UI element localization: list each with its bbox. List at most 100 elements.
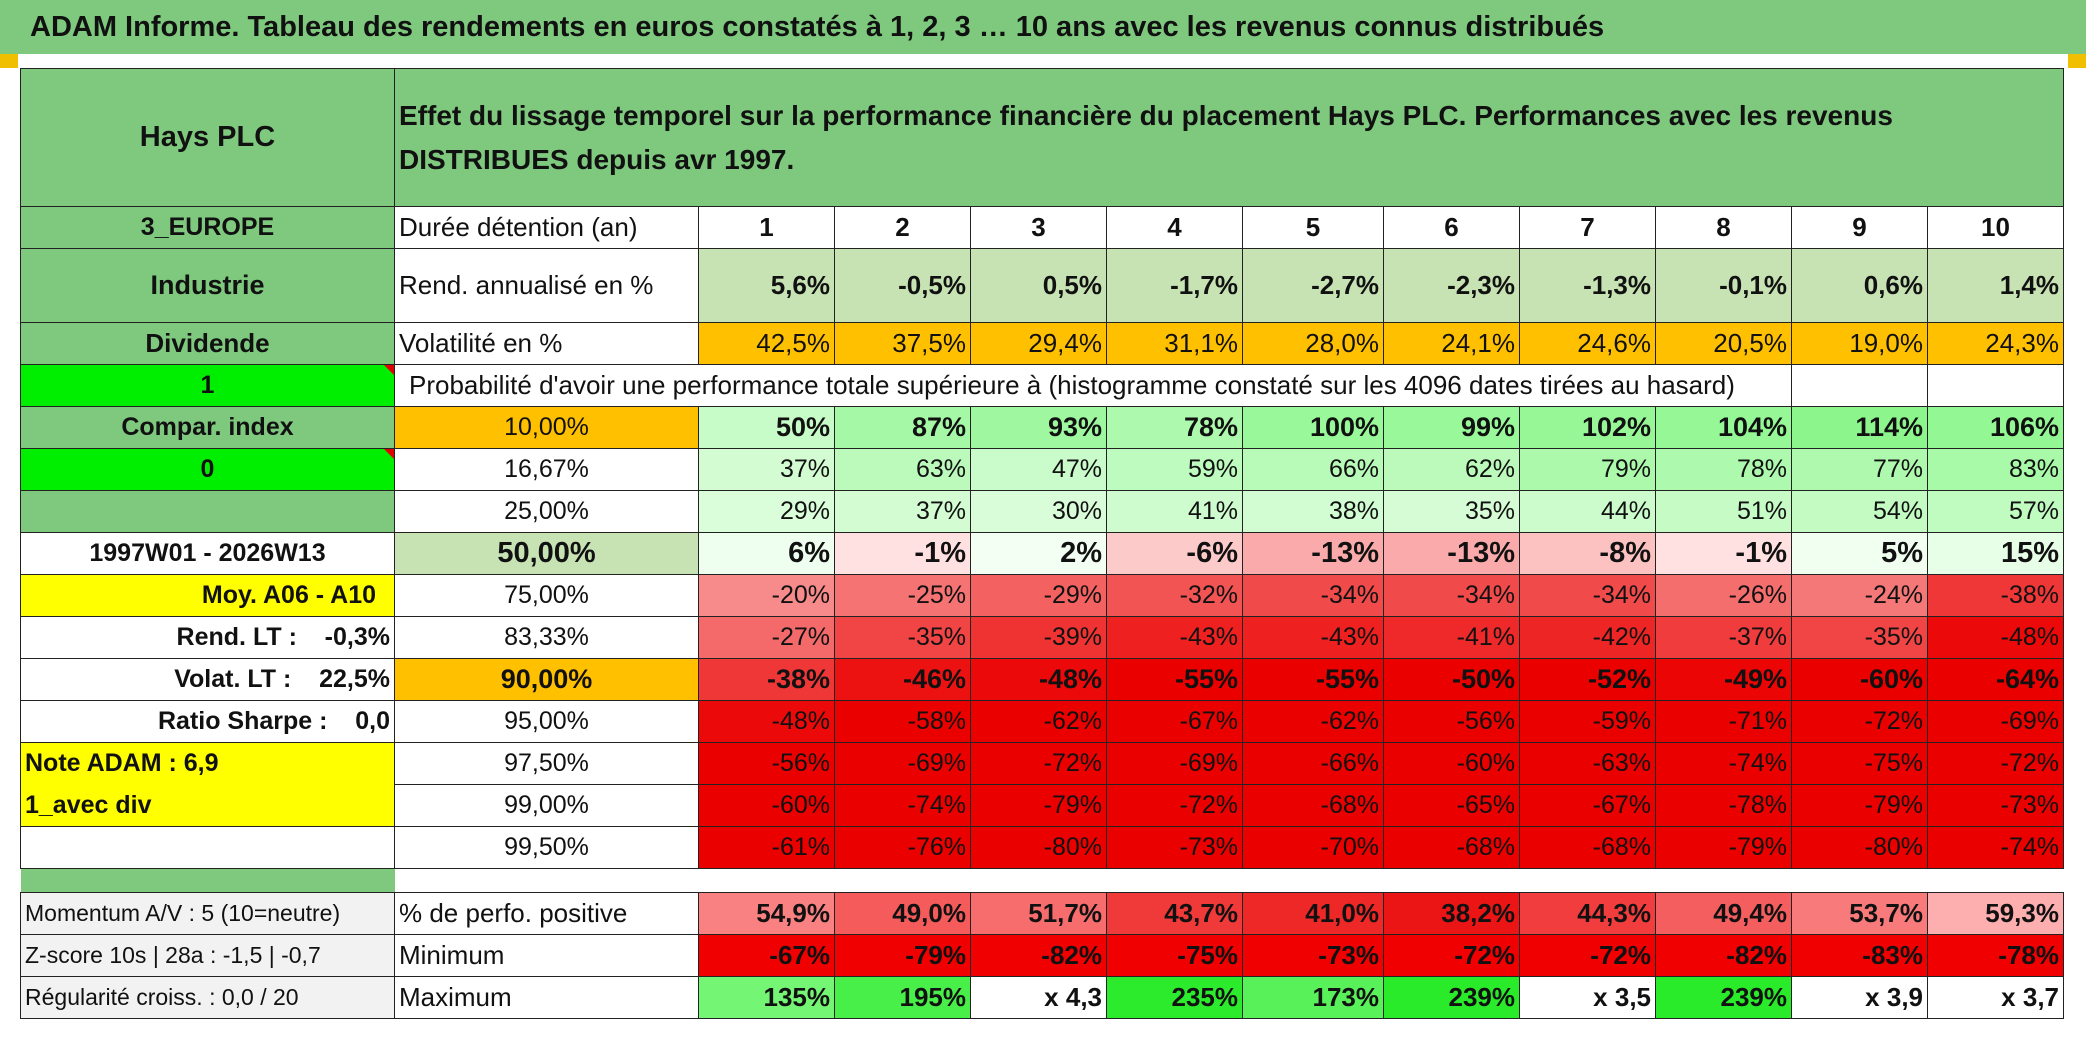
annual-return-value: -1,3% bbox=[1519, 248, 1656, 323]
minimum-label: Minimum bbox=[394, 934, 699, 977]
percentile-value: -72% bbox=[1106, 784, 1243, 827]
flag-value-0: 0 bbox=[20, 448, 395, 491]
percentile-value: -66% bbox=[1242, 742, 1384, 785]
percentile-value: 106% bbox=[1927, 406, 2064, 449]
adam-score: Note ADAM : 6,9 bbox=[20, 742, 395, 785]
volatility-value: 20,5% bbox=[1655, 322, 1792, 365]
percentile-value: -41% bbox=[1383, 616, 1520, 659]
percentile-value: -80% bbox=[1791, 826, 1928, 869]
percentile-value: -67% bbox=[1106, 700, 1243, 743]
annual-return-value: -2,3% bbox=[1383, 248, 1520, 323]
maximum-value: x 3,5 bbox=[1519, 976, 1656, 1019]
percentile-value: -38% bbox=[698, 658, 835, 701]
percentile-value: -58% bbox=[834, 700, 971, 743]
minimum-value: -73% bbox=[1242, 934, 1384, 977]
volatility-row: Dividende Volatilité en % 42,5% 37,5% 29,4% 3… bbox=[20, 322, 2064, 365]
percentile-value: 114% bbox=[1791, 406, 1928, 449]
percentile-value: -6% bbox=[1106, 532, 1243, 575]
annual-return-label: Rend. annualisé en % bbox=[394, 248, 699, 323]
percentile-value: -37% bbox=[1655, 616, 1792, 659]
percentile-row: Compar. index 10,00% 50% 87% 93% 78% 100% 99% 10… bbox=[20, 406, 2064, 449]
year-header: 6 bbox=[1383, 206, 1520, 249]
percentile-value: -74% bbox=[1655, 742, 1792, 785]
percentile-row: 25,00% 29% 37% 30% 41% 38% 35% 44% 51% 54% 57% bbox=[20, 490, 2064, 533]
maximum-value: 239% bbox=[1655, 976, 1792, 1019]
percentile-value: 62% bbox=[1383, 448, 1520, 491]
probability-header-row: 1 Probabilité d'avoir une performance tot… bbox=[20, 364, 2064, 407]
maximum-value: 173% bbox=[1242, 976, 1384, 1019]
percentile-value: -62% bbox=[1242, 700, 1384, 743]
zscore-label: Z-score 10s | 28a : -1,5 | -0,7 bbox=[20, 934, 395, 977]
percentile-value: -78% bbox=[1655, 784, 1792, 827]
maximum-value: 239% bbox=[1383, 976, 1520, 1019]
percentile-value: -55% bbox=[1106, 658, 1243, 701]
minimum-value: -67% bbox=[698, 934, 835, 977]
percentile-value: 78% bbox=[1106, 406, 1243, 449]
percentile-value: -67% bbox=[1519, 784, 1656, 827]
percentile-value: -48% bbox=[698, 700, 835, 743]
volatility-value: 24,3% bbox=[1927, 322, 2064, 365]
spacer-cell bbox=[395, 869, 2064, 893]
report-banner: ADAM Informe. Tableau des rendements en … bbox=[0, 0, 2086, 54]
percentile-value: -74% bbox=[834, 784, 971, 827]
income-label: Dividende bbox=[20, 322, 395, 365]
percentile-value: -43% bbox=[1242, 616, 1384, 659]
percentile-value: -60% bbox=[698, 784, 835, 827]
percentile-value: -72% bbox=[1927, 742, 2064, 785]
minimum-value: -82% bbox=[970, 934, 1107, 977]
percentile-value: -48% bbox=[970, 658, 1107, 701]
maximum-value: x 4,3 bbox=[970, 976, 1107, 1019]
positive-performance-value: 49,4% bbox=[1655, 892, 1792, 935]
percentile-value: 5% bbox=[1791, 532, 1928, 575]
average-label: Moy. A06 - A10 bbox=[20, 574, 395, 617]
year-header: 3 bbox=[970, 206, 1107, 249]
percentile-row: Ratio Sharpe : 0,0 95,00% -48% -58% -62% -67%… bbox=[20, 700, 2064, 743]
annual-return-value: -1,7% bbox=[1106, 248, 1243, 323]
volatility-value: 28,0% bbox=[1242, 322, 1384, 365]
year-header: 7 bbox=[1519, 206, 1656, 249]
period-label: 1997W01 - 2026W13 bbox=[20, 532, 395, 575]
percentile-value: 79% bbox=[1519, 448, 1656, 491]
dividend-mode: 1_avec div bbox=[20, 784, 395, 827]
volatility-label: Volatilité en % bbox=[394, 322, 699, 365]
positive-performance-value: 41,0% bbox=[1242, 892, 1384, 935]
percentile-value: -59% bbox=[1519, 700, 1656, 743]
volatility-value: 31,1% bbox=[1106, 322, 1243, 365]
percentile-value: -79% bbox=[1791, 784, 1928, 827]
percentile-value: -39% bbox=[970, 616, 1107, 659]
percentile-value: -71% bbox=[1655, 700, 1792, 743]
annual-return-value: 0,5% bbox=[970, 248, 1107, 323]
percentile-value: -68% bbox=[1519, 826, 1656, 869]
percentile-value: 37% bbox=[834, 490, 971, 533]
percentile-value: -25% bbox=[834, 574, 971, 617]
percentile-value: 44% bbox=[1519, 490, 1656, 533]
percentile-value: -63% bbox=[1519, 742, 1656, 785]
percentile-value: 57% bbox=[1927, 490, 2064, 533]
minimum-value: -72% bbox=[1383, 934, 1520, 977]
year-header: 1 bbox=[698, 206, 835, 249]
volatility-value: 29,4% bbox=[970, 322, 1107, 365]
percentile-value: 87% bbox=[834, 406, 971, 449]
percentile-row: Volat. LT : 22,5% 90,00% -38% -46% -48% -55% -… bbox=[20, 658, 2064, 701]
compar-index-label: Compar. index bbox=[20, 406, 395, 449]
maximum-row: Régularité croiss. : 0,0 / 20 Maximum 135%… bbox=[20, 976, 2064, 1019]
percentile-threshold: 99,00% bbox=[394, 784, 699, 827]
percentile-value: -46% bbox=[834, 658, 971, 701]
spacer-row bbox=[20, 868, 2064, 893]
percentile-value: -49% bbox=[1655, 658, 1792, 701]
percentile-value: 104% bbox=[1655, 406, 1792, 449]
percentile-value: 38% bbox=[1242, 490, 1384, 533]
percentile-threshold: 16,67% bbox=[394, 448, 699, 491]
percentile-value: -56% bbox=[698, 742, 835, 785]
percentile-value: -61% bbox=[698, 826, 835, 869]
probability-label: Probabilité d'avoir une performance tota… bbox=[394, 364, 1792, 407]
percentile-value: -13% bbox=[1242, 532, 1384, 575]
positive-performance-value: 44,3% bbox=[1519, 892, 1656, 935]
percentile-value: -34% bbox=[1383, 574, 1520, 617]
percentile-value: -69% bbox=[1106, 742, 1243, 785]
long-term-return: Rend. LT : -0,3% bbox=[20, 616, 395, 659]
percentile-value: -69% bbox=[1927, 700, 2064, 743]
year-header: 10 bbox=[1927, 206, 2064, 249]
percentile-value: -32% bbox=[1106, 574, 1243, 617]
percentile-value: -26% bbox=[1655, 574, 1792, 617]
